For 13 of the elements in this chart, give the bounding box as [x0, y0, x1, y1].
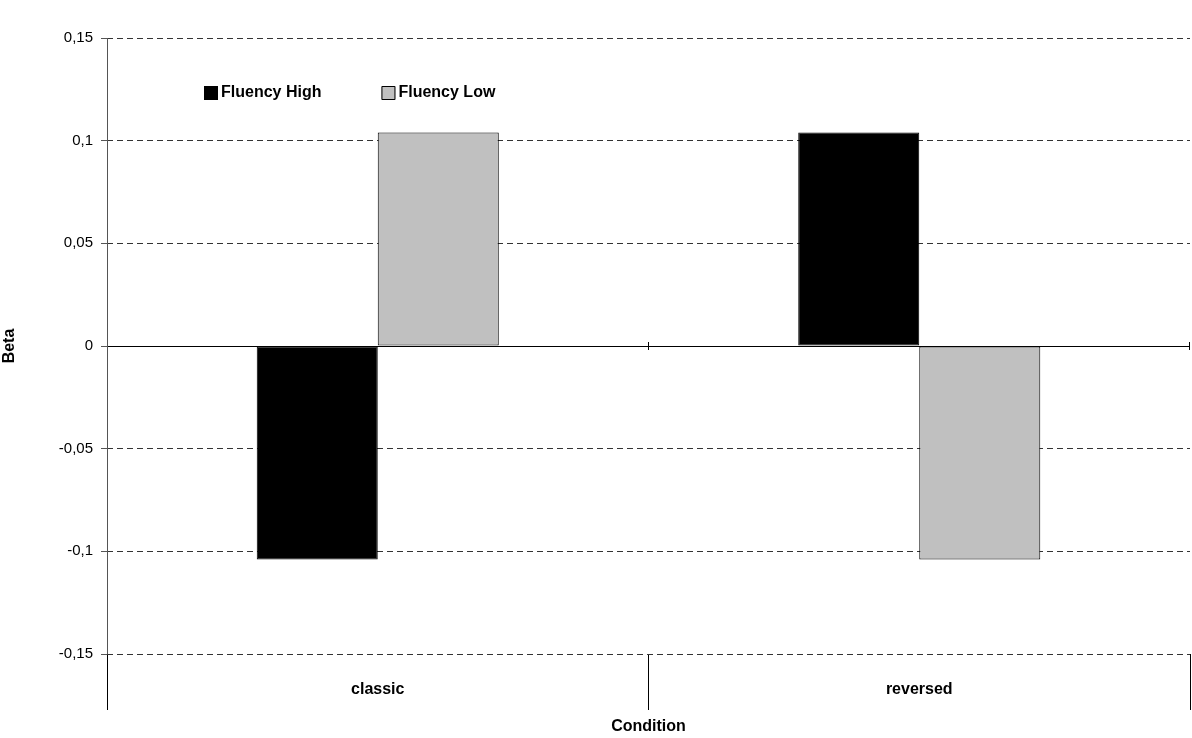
- y-tick-label: 0,15: [63, 28, 93, 46]
- x-tick-label: reversed: [885, 680, 953, 698]
- y-tick-label: -0,05: [58, 438, 93, 456]
- y-axis-title: Beta: [0, 328, 18, 364]
- y-tick-label: -0,1: [67, 541, 93, 559]
- legend-label: Fluency High: [221, 83, 322, 101]
- x-tick-label: classic: [351, 680, 405, 698]
- y-tick-label: 0: [84, 336, 93, 354]
- x-axis-title: Condition: [611, 716, 686, 734]
- y-tick-label: 0,1: [72, 130, 93, 148]
- legend-label: Fluency Low: [398, 83, 496, 101]
- y-tick-label: -0,15: [58, 644, 93, 662]
- y-tick-label: 0,05: [63, 233, 93, 251]
